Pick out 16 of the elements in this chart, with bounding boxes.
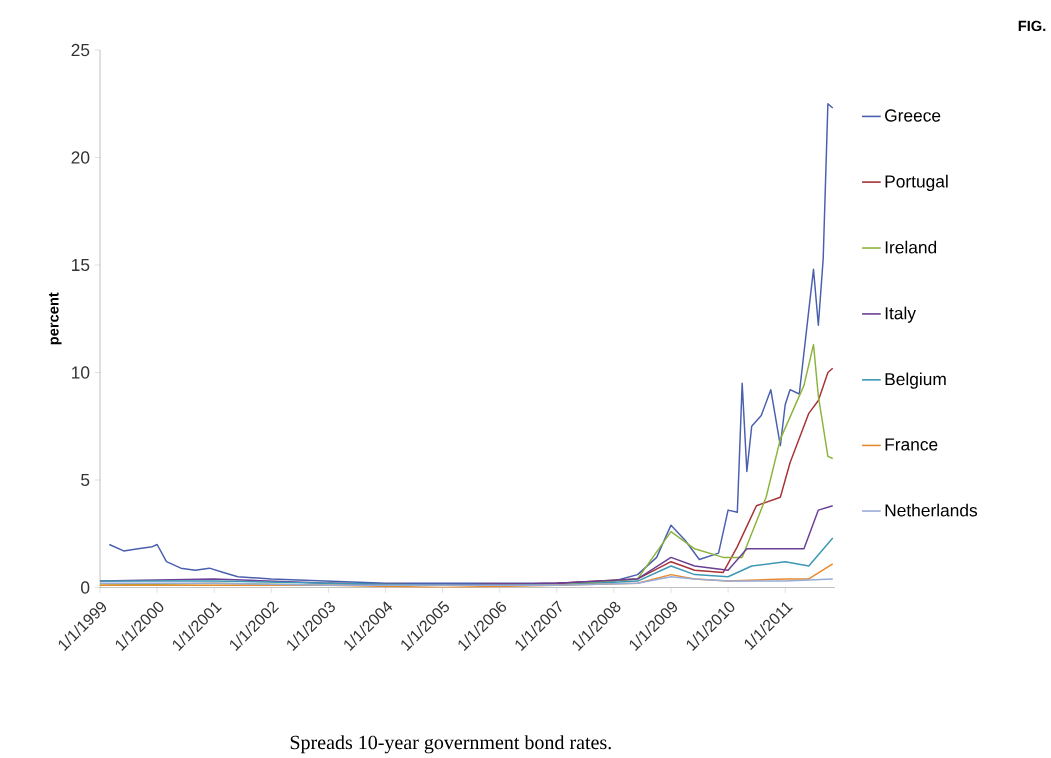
legend-label: Italy: [885, 306, 916, 323]
legend-label: Portugal: [885, 174, 948, 192]
y-tick-label: 10: [72, 366, 90, 379]
legend-label: Belgium: [885, 372, 946, 389]
y-tick-label: 20: [71, 151, 90, 164]
y-tick-label: 0: [81, 581, 90, 594]
y-axis-title: percent: [48, 292, 62, 345]
y-tick-label: 25: [71, 43, 90, 57]
legend-label: France: [885, 438, 938, 451]
legend-label: Ireland: [885, 240, 937, 254]
text: FIG.: [1018, 20, 1046, 32]
y-tick-label: 15: [72, 259, 90, 272]
legend-label: Netherlands: [885, 503, 978, 517]
text: Spreads 10-year government bond rates.: [290, 735, 611, 754]
legend-label: Greece: [885, 109, 941, 122]
y-tick-label: 5: [81, 474, 90, 487]
